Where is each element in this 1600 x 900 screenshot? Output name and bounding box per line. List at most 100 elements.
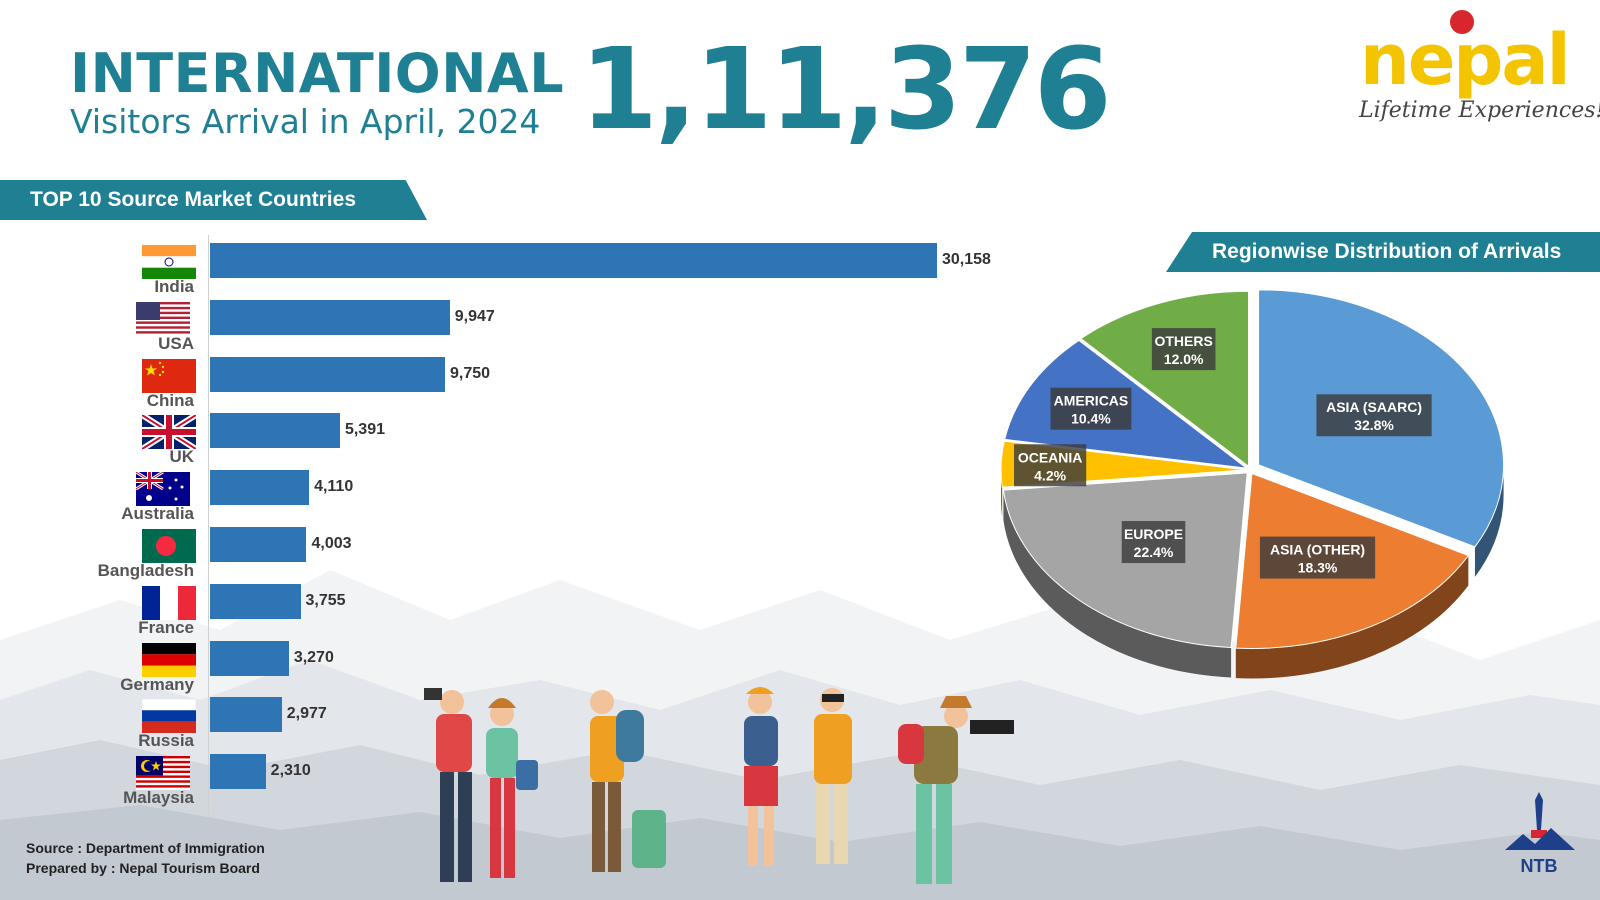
bar-value-label: 4,110 — [314, 478, 354, 496]
pie-label-name: OTHERS — [1154, 333, 1212, 349]
pie-slice-side — [1003, 490, 1232, 678]
bar-value-label: 2,977 — [286, 705, 327, 723]
bar-row-france: France 3,755 — [0, 583, 1100, 641]
logo-sun-dot — [1450, 10, 1474, 34]
bar-uk — [210, 413, 340, 449]
pie-label-box — [1259, 536, 1376, 579]
pie-slice-side — [1474, 464, 1504, 577]
pie-label-value: 12.0% — [1164, 351, 1204, 367]
bar-row-usa: USA 9,947 — [0, 299, 1100, 357]
pie-label-value: 22.4% — [1134, 544, 1174, 560]
pie-label-value: 10.4% — [1071, 411, 1111, 427]
pie-label-box — [1151, 328, 1216, 371]
pie-label-name: AMERICAS — [1054, 393, 1129, 409]
bar-category-label: USA — [158, 333, 194, 353]
pie-label-box — [1014, 444, 1087, 487]
ntb-text: NTB — [1521, 856, 1558, 876]
total-visitors: 1,11,376 — [580, 25, 1112, 155]
pie-data-label: OCEANIA 4.2% — [1014, 444, 1087, 487]
pie-chart: ASIA (SAARC) 32.8% ASIA (OTHER) 18.3% EUROPE… — [1000, 289, 1505, 679]
china-flag-icon — [142, 358, 196, 393]
bar-axis-line — [208, 235, 209, 815]
germany-flag-icon — [142, 642, 196, 677]
bar-category-label: India — [154, 277, 194, 296]
bar-row-malaysia: Malaysia 2,310 — [0, 753, 1100, 811]
bar-australia — [210, 470, 310, 506]
bar-value-label: 9,750 — [450, 364, 491, 382]
source-line: Source : Department of Immigration — [26, 840, 265, 856]
bar-category-label: Germany — [120, 674, 194, 694]
bar-category-label: Bangladesh — [97, 561, 194, 580]
header-title-big: INTERNATIONAL — [70, 42, 565, 105]
bar-india — [210, 243, 937, 278]
pie-label-name: OCEANIA — [1018, 449, 1083, 465]
bar-value-label: 4,003 — [311, 535, 352, 552]
traveler-camera-man-icon — [898, 696, 1014, 884]
bar-france — [210, 583, 301, 619]
bar-row-australia: Australia 4,110 — [0, 469, 1100, 527]
pie-label-name: ASIA (OTHER) — [1270, 542, 1365, 558]
bar-value-label: 9,947 — [454, 307, 495, 325]
prepared-by-line: Prepared by : Nepal Tourism Board — [26, 860, 260, 876]
pie-section-title: Regionwise Distribution of Arrivals — [1212, 240, 1562, 263]
traveler-woman-icon — [486, 698, 538, 878]
bar-category-label: UK — [169, 447, 194, 467]
bar-value-label: 2,310 — [270, 762, 311, 780]
pie-data-label: AMERICAS 10.4% — [1050, 387, 1132, 430]
bar-category-label: Australia — [121, 504, 194, 524]
bar-row-bangladesh: Bangladesh 4,003 — [0, 526, 1100, 584]
usa-flag-icon — [136, 301, 190, 336]
india-flag-icon — [142, 245, 196, 279]
bar-china — [210, 356, 446, 392]
bar-row-germany: Germany 3,270 — [0, 640, 1100, 698]
malaysia-flag-icon — [136, 756, 190, 791]
bar-row-uk: UK 5,391 — [0, 412, 1100, 470]
traveler-photographer-icon — [424, 688, 472, 882]
pie-data-label: ASIA (SAARC) 32.8% — [1316, 394, 1432, 437]
pie-section-banner: Regionwise Distribution of Arrivals — [1166, 232, 1600, 272]
bar-value-label: 30,158 — [942, 251, 991, 268]
france-flag-icon — [142, 585, 196, 620]
bar-category-label: Russia — [138, 731, 194, 751]
pie-label-box — [1050, 387, 1132, 430]
pie-label-name: ASIA (SAARC) — [1326, 399, 1422, 415]
pie-label-name: EUROPE — [1124, 526, 1183, 542]
logo-word: nepal — [1360, 19, 1571, 101]
uk-flag-icon — [142, 415, 196, 450]
traveler-suitcase-icon — [590, 690, 666, 872]
ntb-logo: NTB — [1505, 792, 1575, 876]
pie-label-value: 4.2% — [1034, 467, 1066, 483]
pie-label-value: 32.8% — [1354, 417, 1394, 433]
bar-category-label: Malaysia — [123, 788, 194, 808]
australia-flag-icon — [136, 472, 190, 507]
bar-bangladesh — [210, 527, 307, 562]
bar-row-russia: Russia 2,977 — [0, 696, 1100, 754]
bar-category-label: China — [146, 390, 194, 410]
bar-section-banner: TOP 10 Source Market Countries — [0, 180, 427, 220]
pie-label-box — [1121, 521, 1186, 564]
bar-russia — [210, 697, 282, 733]
bar-usa — [210, 299, 450, 335]
traveler-binoculars-icon — [814, 688, 852, 864]
pie-data-label: ASIA (OTHER) 18.3% — [1259, 536, 1376, 579]
bar-row-china: China 9,750 — [0, 356, 1100, 414]
pie-data-label: EUROPE 22.4% — [1121, 521, 1186, 564]
bar-value-label: 3,270 — [293, 648, 334, 666]
pie-label-value: 18.3% — [1298, 560, 1338, 576]
header-title: INTERNATIONAL Visitors Arrival in April,… — [70, 46, 564, 142]
nepal-logo: nepal Lifetime Experiences! — [1355, 10, 1600, 130]
traveler-phone-icon — [744, 687, 778, 866]
pie-label-box — [1316, 394, 1432, 437]
bar-category-label: France — [138, 617, 194, 637]
bangladesh-flag-icon — [142, 529, 196, 563]
travelers-illustration — [424, 687, 1014, 884]
bar-malaysia — [210, 754, 266, 790]
logo-tagline: Lifetime Experiences! — [1359, 98, 1600, 123]
bar-germany — [210, 640, 289, 676]
bar-value-label: 5,391 — [344, 421, 385, 439]
header-title-sub: Visitors Arrival in April, 2024 — [70, 102, 541, 141]
russia-flag-icon — [142, 699, 196, 734]
bar-value-label: 3,755 — [305, 591, 346, 609]
source-note: Source : Department of Immigration Prepa… — [26, 838, 265, 878]
